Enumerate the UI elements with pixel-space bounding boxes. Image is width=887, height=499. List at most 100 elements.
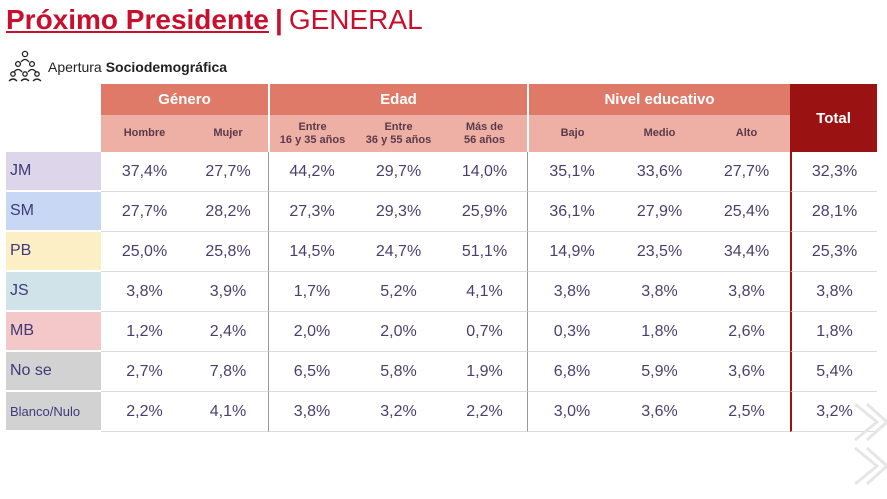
value-cell: 25,4% (703, 192, 790, 232)
table-row: PB 25,0% 25,8% 14,5% 24,7% 51,1% 14,9% 23,5% 34,… (6, 232, 877, 272)
col-edad-56: Más de 56 años (442, 115, 527, 152)
total-cell: 3,8% (790, 272, 877, 312)
row-label: PB (6, 232, 101, 272)
corner-cell (6, 84, 101, 152)
value-cell: 2,0% (268, 312, 355, 352)
value-cell: 23,5% (616, 232, 703, 272)
value-cell: 37,4% (101, 152, 188, 192)
col-edad-36-55: Entre 36 y 55 años (355, 115, 442, 152)
col-edad-16-35: Entre 16 y 35 años (268, 115, 355, 152)
value-cell: 27,7% (703, 152, 790, 192)
value-cell: 6,5% (268, 352, 355, 392)
value-cell: 3,8% (101, 272, 188, 312)
value-cell: 25,0% (101, 232, 188, 272)
value-cell: 24,7% (355, 232, 442, 272)
page-title-bold: Próximo Presidente (6, 4, 269, 35)
table-body: JM 37,4% 27,7% 44,2% 29,7% 14,0% 35,1% 33,6% 27,… (6, 152, 877, 432)
value-cell: 44,2% (268, 152, 355, 192)
value-cell: 3,8% (703, 272, 790, 312)
row-label: No se (6, 352, 101, 392)
col-mujer: Mujer (188, 115, 268, 152)
value-cell: 35,1% (527, 152, 616, 192)
value-cell: 2,4% (188, 312, 268, 352)
page-title: Próximo Presidente | GENERAL (6, 4, 423, 36)
value-cell: 1,9% (442, 352, 527, 392)
value-cell: 25,8% (188, 232, 268, 272)
value-cell: 3,0% (527, 392, 616, 432)
page-title-rest: GENERAL (288, 4, 423, 35)
value-cell: 2,5% (703, 392, 790, 432)
table-row: MB 1,2% 2,4% 2,0% 2,0% 0,7% 0,3% 1,8% 2,6% 1,8% (6, 312, 877, 352)
value-cell: 1,7% (268, 272, 355, 312)
value-cell: 27,7% (101, 192, 188, 232)
value-cell: 29,3% (355, 192, 442, 232)
value-cell: 0,3% (527, 312, 616, 352)
value-cell: 3,8% (616, 272, 703, 312)
value-cell: 3,2% (355, 392, 442, 432)
total-cell: 28,1% (790, 192, 877, 232)
total-cell: 5,4% (790, 352, 877, 392)
value-cell: 5,2% (355, 272, 442, 312)
subtitle-bold: Sociodemográfica (105, 59, 228, 75)
total-cell: 1,8% (790, 312, 877, 352)
subtitle: Apertura Sociodemográfica (8, 50, 227, 84)
col-hombre: Hombre (101, 115, 188, 152)
value-cell: 6,8% (527, 352, 616, 392)
group-genero: Género (101, 84, 268, 115)
value-cell: 51,1% (442, 232, 527, 272)
value-cell: 2,2% (101, 392, 188, 432)
value-cell: 14,9% (527, 232, 616, 272)
value-cell: 2,6% (703, 312, 790, 352)
row-label: JM (6, 152, 101, 192)
group-nivel-educativo: Nivel educativo (527, 84, 790, 115)
col-bajo: Bajo (527, 115, 616, 152)
row-label: SM (6, 192, 101, 232)
chevron-pattern-icon (847, 400, 887, 499)
value-cell: 1,8% (616, 312, 703, 352)
value-cell: 14,5% (268, 232, 355, 272)
group-total: Total (790, 84, 877, 152)
value-cell: 3,9% (188, 272, 268, 312)
total-cell: 32,3% (790, 152, 877, 192)
value-cell: 1,2% (101, 312, 188, 352)
value-cell: 4,1% (442, 272, 527, 312)
value-cell: 0,7% (442, 312, 527, 352)
value-cell: 25,9% (442, 192, 527, 232)
col-medio: Medio (616, 115, 703, 152)
value-cell: 4,1% (188, 392, 268, 432)
people-pyramid-icon (8, 50, 48, 85)
value-cell: 27,9% (616, 192, 703, 232)
total-cell: 3,2% (790, 392, 877, 432)
value-cell: 3,8% (527, 272, 616, 312)
title-separator: | (274, 4, 283, 35)
value-cell: 27,7% (188, 152, 268, 192)
value-cell: 27,3% (268, 192, 355, 232)
table-row: JS 3,8% 3,9% 1,7% 5,2% 4,1% 3,8% 3,8% 3,8% 3,8% (6, 272, 877, 312)
col-alto: Alto (703, 115, 790, 152)
value-cell: 3,6% (703, 352, 790, 392)
value-cell: 28,2% (188, 192, 268, 232)
table-row: No se 2,7% 7,8% 6,5% 5,8% 1,9% 6,8% 5,9% 3,6% 5,4… (6, 352, 877, 392)
row-label: Blanco/Nulo (6, 392, 101, 432)
value-cell: 3,8% (268, 392, 355, 432)
row-label: JS (6, 272, 101, 312)
value-cell: 36,1% (527, 192, 616, 232)
value-cell: 5,9% (616, 352, 703, 392)
subtitle-prefix: Apertura (48, 59, 102, 75)
group-edad: Edad (268, 84, 527, 115)
total-cell: 25,3% (790, 232, 877, 272)
value-cell: 2,0% (355, 312, 442, 352)
value-cell: 7,8% (188, 352, 268, 392)
value-cell: 2,2% (442, 392, 527, 432)
value-cell: 3,6% (616, 392, 703, 432)
table-row: SM 27,7% 28,2% 27,3% 29,3% 25,9% 36,1% 27,9% 25,… (6, 192, 877, 232)
table-row: JM 37,4% 27,7% 44,2% 29,7% 14,0% 35,1% 33,6% 27,… (6, 152, 877, 192)
value-cell: 34,4% (703, 232, 790, 272)
row-label: MB (6, 312, 101, 352)
value-cell: 29,7% (355, 152, 442, 192)
value-cell: 5,8% (355, 352, 442, 392)
value-cell: 2,7% (101, 352, 188, 392)
table-row: Blanco/Nulo 2,2% 4,1% 3,8% 3,2% 2,2% 3,0% 3,6% 2… (6, 392, 877, 432)
value-cell: 14,0% (442, 152, 527, 192)
value-cell: 33,6% (616, 152, 703, 192)
